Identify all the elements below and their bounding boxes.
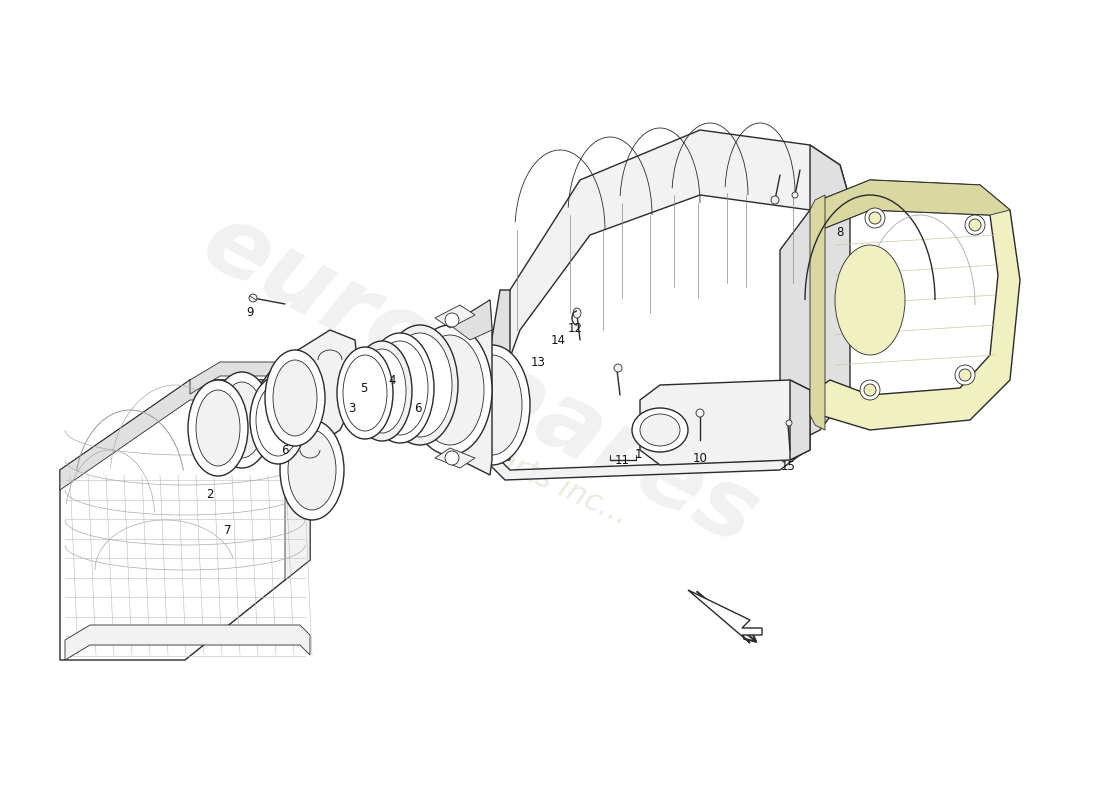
Ellipse shape bbox=[446, 451, 459, 465]
Ellipse shape bbox=[265, 350, 324, 446]
Text: 6: 6 bbox=[282, 443, 288, 457]
Polygon shape bbox=[640, 380, 810, 465]
Ellipse shape bbox=[196, 390, 240, 466]
Ellipse shape bbox=[865, 208, 886, 228]
Ellipse shape bbox=[446, 313, 459, 327]
Polygon shape bbox=[434, 305, 475, 328]
Polygon shape bbox=[490, 130, 850, 385]
Text: 2: 2 bbox=[207, 489, 213, 502]
Text: 4: 4 bbox=[388, 374, 396, 386]
Text: 7: 7 bbox=[224, 523, 232, 537]
Text: 12: 12 bbox=[568, 322, 583, 334]
Polygon shape bbox=[408, 300, 492, 475]
Text: 5: 5 bbox=[361, 382, 367, 394]
Ellipse shape bbox=[343, 355, 387, 431]
Ellipse shape bbox=[416, 335, 484, 445]
Ellipse shape bbox=[869, 212, 881, 224]
Ellipse shape bbox=[640, 414, 680, 446]
Ellipse shape bbox=[273, 360, 317, 436]
Ellipse shape bbox=[454, 345, 530, 465]
Polygon shape bbox=[240, 330, 360, 450]
Polygon shape bbox=[450, 300, 492, 340]
Ellipse shape bbox=[220, 382, 264, 458]
Ellipse shape bbox=[366, 333, 434, 443]
Ellipse shape bbox=[250, 376, 306, 464]
Ellipse shape bbox=[632, 408, 688, 452]
Text: 13: 13 bbox=[530, 355, 546, 369]
Ellipse shape bbox=[614, 364, 622, 372]
Text: eurospares: eurospares bbox=[187, 194, 773, 566]
Text: a passion for parts inc...: a passion for parts inc... bbox=[287, 349, 634, 531]
Polygon shape bbox=[490, 290, 510, 460]
Polygon shape bbox=[790, 380, 810, 460]
Ellipse shape bbox=[249, 294, 257, 302]
Ellipse shape bbox=[771, 196, 779, 204]
Ellipse shape bbox=[358, 349, 406, 433]
Polygon shape bbox=[190, 362, 310, 394]
Text: 1: 1 bbox=[635, 449, 641, 462]
Polygon shape bbox=[60, 380, 310, 490]
Text: 10: 10 bbox=[693, 451, 707, 465]
Ellipse shape bbox=[965, 215, 985, 235]
Ellipse shape bbox=[382, 325, 458, 445]
Text: 6: 6 bbox=[415, 402, 421, 414]
Ellipse shape bbox=[388, 333, 452, 437]
Ellipse shape bbox=[337, 347, 393, 439]
Ellipse shape bbox=[792, 192, 798, 198]
Ellipse shape bbox=[955, 365, 975, 385]
Ellipse shape bbox=[188, 380, 248, 476]
Polygon shape bbox=[810, 195, 825, 430]
Text: 8: 8 bbox=[836, 226, 844, 238]
Ellipse shape bbox=[835, 245, 905, 355]
Text: 11: 11 bbox=[615, 454, 629, 466]
Ellipse shape bbox=[786, 420, 792, 426]
Text: 9: 9 bbox=[246, 306, 254, 318]
Polygon shape bbox=[60, 380, 310, 660]
Ellipse shape bbox=[696, 409, 704, 417]
Ellipse shape bbox=[372, 341, 428, 435]
Ellipse shape bbox=[573, 308, 581, 318]
Polygon shape bbox=[780, 145, 850, 460]
Ellipse shape bbox=[352, 341, 412, 441]
Ellipse shape bbox=[959, 369, 971, 381]
Polygon shape bbox=[815, 180, 1020, 430]
Polygon shape bbox=[285, 380, 310, 580]
Ellipse shape bbox=[408, 325, 492, 455]
Ellipse shape bbox=[288, 430, 336, 510]
Polygon shape bbox=[65, 625, 310, 660]
Ellipse shape bbox=[280, 420, 344, 520]
Ellipse shape bbox=[212, 372, 272, 468]
Text: 3: 3 bbox=[349, 402, 355, 414]
Polygon shape bbox=[485, 350, 800, 480]
Ellipse shape bbox=[860, 380, 880, 400]
Polygon shape bbox=[688, 590, 762, 643]
Ellipse shape bbox=[864, 384, 876, 396]
Text: 14: 14 bbox=[550, 334, 565, 346]
Ellipse shape bbox=[969, 219, 981, 231]
Polygon shape bbox=[820, 180, 1010, 228]
Ellipse shape bbox=[256, 384, 300, 456]
Text: 15: 15 bbox=[781, 459, 795, 473]
Polygon shape bbox=[434, 448, 475, 468]
Ellipse shape bbox=[462, 355, 522, 455]
